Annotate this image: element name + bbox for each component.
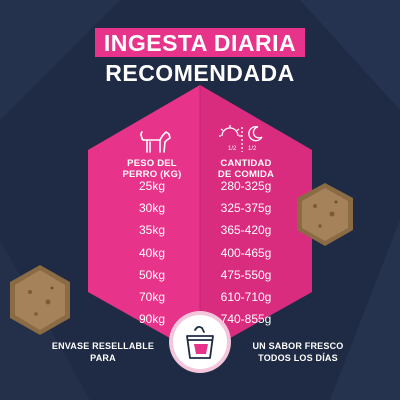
weight-value: 90kg: [138, 312, 166, 327]
kibble-image-left: [10, 265, 70, 335]
svg-text:1/2: 1/2: [248, 146, 257, 152]
hexagon-left-half: [88, 85, 200, 355]
resealable-bag-icon: [169, 311, 231, 373]
portion-column-values: 280-325g 325-375g 365-420g 400-465g 475-…: [205, 175, 287, 330]
portion-value: 400-465g: [220, 245, 272, 260]
dog-icon: [140, 131, 171, 153]
weight-value: 35kg: [138, 223, 166, 238]
bottom-left-caption: ENVASE RESELLABLE PARA: [51, 341, 155, 363]
portion-value: 280-325g: [220, 179, 272, 193]
title-line1: INGESTA DIARIA: [94, 28, 306, 57]
weight-value: 40kg: [138, 245, 166, 260]
portion-value: 325-375g: [220, 201, 272, 216]
title-line2: RECOMENDADA: [105, 60, 295, 86]
portion-value: 740-855g: [220, 312, 272, 327]
portion-column-header: CANTIDAD DE COMIDA: [217, 158, 275, 180]
page-title: INGESTA DIARIA RECOMENDADA: [0, 28, 400, 87]
kibble-image-right: [297, 183, 353, 246]
portion-value: 610-710g: [220, 289, 272, 304]
weight-value: 50kg: [138, 267, 166, 282]
bottom-right-caption: UN SABOR FRESCO TODOS LOS DÍAS: [252, 341, 344, 363]
day-night-icon: 1/2 1/2: [219, 125, 263, 152]
weight-value: 70kg: [138, 289, 166, 304]
portion-value: 475-550g: [220, 267, 272, 282]
weight-column-header: PESO DEL PERRO (KG): [122, 158, 182, 180]
portion-value: 365-420g: [220, 223, 272, 238]
weight-value: 30kg: [138, 201, 166, 216]
hexagon-right-half: [200, 85, 312, 355]
weight-column-values: 25kg 30kg 35kg 40kg 50kg 70kg 90kg: [112, 175, 192, 330]
svg-text:1/2: 1/2: [228, 146, 237, 152]
weight-value: 25kg: [138, 179, 166, 193]
